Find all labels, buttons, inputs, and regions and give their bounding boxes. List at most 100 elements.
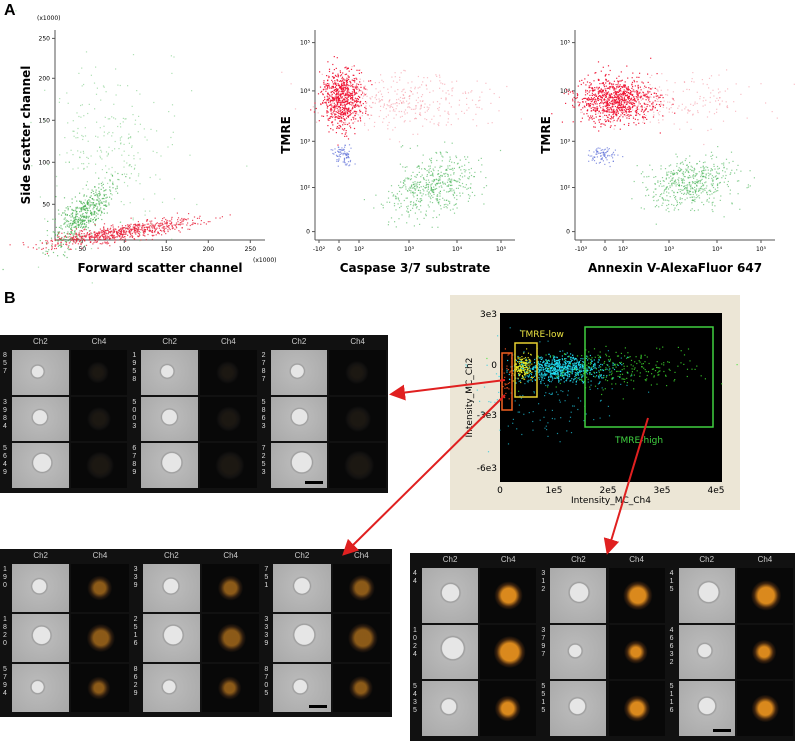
event-dot (70, 216, 71, 217)
event-dot (666, 191, 667, 192)
event-dot (331, 122, 332, 123)
event-dot (105, 238, 106, 239)
event-dot (568, 390, 569, 391)
event-dot (574, 107, 575, 108)
event-dot (594, 95, 595, 96)
event-dot (624, 124, 625, 125)
event-dot (398, 218, 399, 219)
event-dot (90, 218, 91, 219)
event-dot (340, 156, 341, 157)
event-dot (513, 419, 514, 420)
event-dot (115, 171, 116, 172)
event-dot (397, 193, 398, 194)
event-dot (671, 171, 672, 172)
event-dot (345, 132, 346, 133)
event-dot (612, 103, 613, 104)
event-dot (609, 83, 610, 84)
event-dot (736, 83, 737, 84)
event-dot (119, 233, 120, 234)
event-dot (177, 221, 178, 222)
event-dot (442, 160, 443, 161)
event-dot (10, 244, 11, 245)
event-dot (580, 400, 581, 401)
event-dot (654, 93, 655, 94)
event-dot (131, 147, 132, 148)
event-dot (450, 181, 451, 182)
event-dot (99, 147, 100, 148)
event-dot (412, 208, 413, 209)
event-dot (644, 114, 645, 115)
event-dot (133, 224, 134, 225)
event-dot (675, 154, 676, 155)
event-dot (389, 100, 390, 101)
event-dot (608, 111, 609, 112)
event-dot (642, 122, 643, 123)
event-dot (81, 233, 82, 234)
event-dot (598, 367, 599, 368)
event-dot (610, 121, 611, 122)
event-dot (137, 152, 138, 153)
event-dot (379, 116, 380, 117)
event-dot (651, 103, 652, 104)
event-dot (90, 232, 91, 233)
event-dot (74, 239, 75, 240)
event-dot (433, 187, 434, 188)
event-dot (687, 112, 688, 113)
event-dot (332, 86, 333, 87)
event-dot (406, 211, 407, 212)
event-dot (694, 168, 695, 169)
event-dot (655, 100, 656, 101)
event-dot (700, 96, 701, 97)
event-dot (740, 94, 741, 95)
event-dot (332, 76, 333, 77)
event-dot (427, 107, 428, 108)
event-dot (663, 185, 664, 186)
event-dot (451, 185, 452, 186)
event-dot (193, 222, 194, 223)
event-dot (348, 85, 349, 86)
event-dot (103, 135, 104, 136)
event-dot (439, 214, 440, 215)
event-dot (23, 244, 24, 245)
event-dot (609, 415, 610, 416)
event-dot (313, 106, 314, 107)
event-dot (644, 176, 645, 177)
event-dot (104, 195, 105, 196)
event-dot (182, 227, 183, 228)
event-dot (604, 149, 605, 150)
event-dot (439, 199, 440, 200)
event-dot (88, 210, 89, 211)
event-dot (336, 155, 337, 156)
event-dot (38, 267, 39, 268)
event-dot (678, 189, 679, 190)
event-dot (616, 86, 617, 87)
event-dot (341, 104, 342, 105)
event-dot (124, 173, 125, 174)
event-dot (364, 88, 365, 89)
event-dot (730, 172, 731, 173)
event-dot (701, 192, 702, 193)
event-dot (598, 113, 599, 114)
event-dot (73, 241, 74, 242)
event-dot (691, 202, 692, 203)
event-dot (657, 99, 658, 100)
event-dot (135, 234, 136, 235)
event-dot (96, 122, 97, 123)
event-dot (337, 108, 338, 109)
event-dot (479, 100, 480, 101)
event-dot (452, 87, 453, 88)
event-dot (421, 84, 422, 85)
event-dot (376, 99, 377, 100)
event-dot (103, 198, 104, 199)
event-dot (167, 220, 168, 221)
event-dot (42, 252, 43, 253)
event-dot (338, 166, 339, 167)
event-dot (650, 109, 651, 110)
event-dot (184, 218, 185, 219)
event-dot (708, 175, 709, 176)
event-dot (414, 109, 415, 110)
event-dot (605, 99, 606, 100)
event-dot (87, 181, 88, 182)
event-dot (129, 143, 130, 144)
event-dot (615, 150, 616, 151)
